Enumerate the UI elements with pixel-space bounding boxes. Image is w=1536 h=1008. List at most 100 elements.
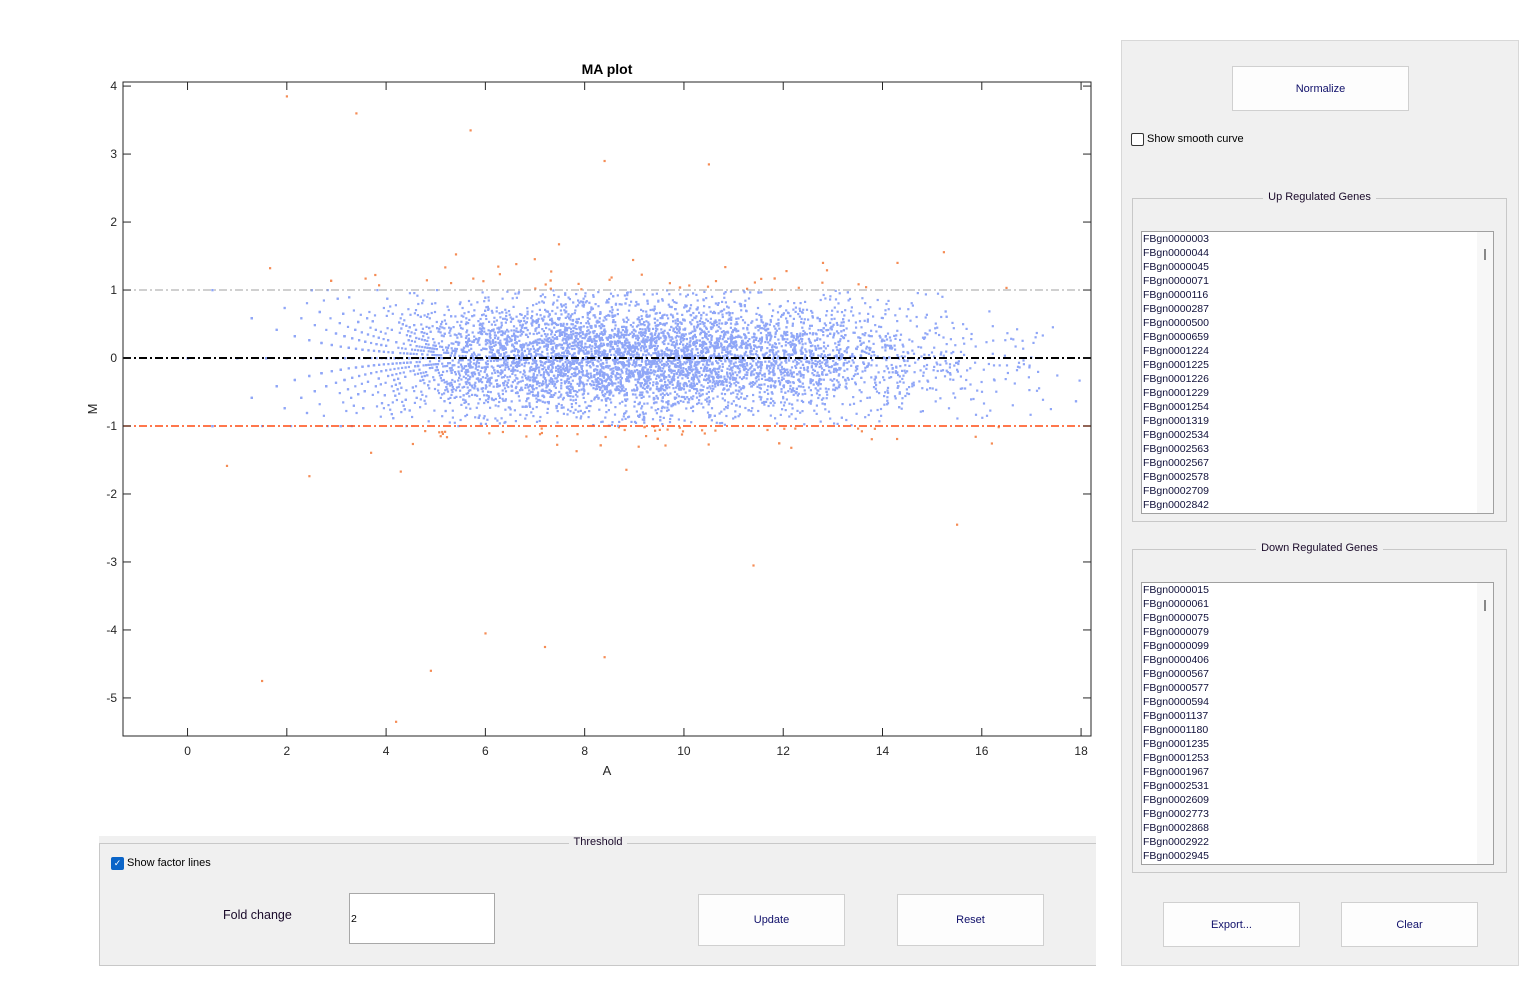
- gene-point: [569, 318, 572, 321]
- gene-point: [735, 365, 738, 368]
- gene-point: [439, 325, 442, 328]
- gene-point: [489, 342, 492, 345]
- gene-point: [689, 321, 692, 324]
- gene-point: [421, 345, 424, 349]
- gene-point: [741, 340, 744, 343]
- gene-point: [680, 336, 683, 339]
- gene-point: [655, 312, 658, 315]
- gene-point: [686, 310, 689, 313]
- gene-point: [538, 308, 541, 311]
- gene-point: [611, 421, 614, 424]
- gene-point: [464, 355, 467, 358]
- gene-point: [483, 366, 486, 369]
- gene-point: [605, 301, 608, 304]
- de-gene-point: [821, 281, 824, 284]
- gene-point: [559, 354, 562, 357]
- gene-point: [599, 332, 602, 335]
- gene-point: [801, 311, 804, 314]
- gene-point: [393, 378, 396, 382]
- gene-point: [717, 340, 721, 343]
- gene-point: [674, 322, 677, 325]
- gene-point: [813, 369, 816, 372]
- gene-point: [655, 401, 658, 404]
- gene-point: [662, 334, 665, 337]
- gene-point: [970, 338, 973, 341]
- gene-point: [506, 361, 509, 364]
- gene-point: [830, 318, 833, 321]
- gene-point: [517, 349, 520, 352]
- gene-point: [489, 347, 492, 350]
- gene-point: [680, 356, 684, 359]
- gene-point: [837, 302, 840, 305]
- gene-point: [460, 320, 463, 323]
- gene-point: [667, 408, 670, 411]
- gene-point: [691, 360, 694, 363]
- gene-point: [836, 422, 839, 425]
- gene-point: [665, 392, 668, 395]
- gene-point: [512, 325, 516, 328]
- gene-point: [825, 310, 829, 313]
- gene-point: [499, 371, 502, 375]
- gene-point: [982, 402, 986, 405]
- gene-point: [532, 380, 535, 383]
- de-gene-point: [703, 432, 706, 435]
- gene-point: [593, 330, 596, 333]
- gene-point: [619, 336, 622, 339]
- gene-point: [754, 377, 757, 380]
- gene-point: [769, 367, 772, 370]
- gene-point: [949, 373, 952, 376]
- gene-point: [693, 355, 696, 358]
- gene-point: [636, 338, 640, 341]
- gene-point: [728, 372, 732, 375]
- gene-point: [732, 417, 735, 420]
- gene-point: [702, 348, 705, 351]
- gene-point: [665, 384, 668, 387]
- gene-point: [1056, 374, 1059, 377]
- gene-point: [566, 385, 569, 388]
- gene-point: [704, 398, 707, 401]
- gene-point: [660, 384, 663, 387]
- gene-point: [743, 397, 746, 400]
- gene-point: [896, 381, 899, 384]
- gene-point: [476, 301, 479, 304]
- gene-point: [634, 330, 637, 333]
- gene-point: [685, 369, 689, 372]
- gene-point: [739, 354, 742, 357]
- gene-point: [290, 425, 293, 428]
- gene-point: [486, 374, 489, 378]
- gene-point: [522, 343, 525, 346]
- gene-point: [779, 369, 782, 372]
- gene-point: [506, 335, 509, 338]
- gene-point: [755, 357, 758, 360]
- gene-point: [790, 413, 793, 416]
- gene-point: [806, 369, 809, 372]
- gene-point: [452, 326, 455, 329]
- gene-point: [625, 321, 628, 324]
- gene-point: [526, 329, 529, 332]
- gene-point: [524, 384, 527, 387]
- gene-point: [458, 303, 461, 306]
- gene-point: [579, 322, 582, 325]
- gene-point: [742, 385, 745, 388]
- gene-point: [456, 341, 459, 344]
- gene-point: [707, 363, 710, 367]
- gene-point: [574, 368, 577, 371]
- gene-point: [749, 347, 753, 350]
- gene-point: [569, 398, 572, 401]
- gene-point: [583, 411, 587, 414]
- gene-point: [1041, 334, 1044, 337]
- gene-point: [825, 358, 829, 361]
- gene-point: [426, 353, 429, 356]
- gene-point: [435, 348, 438, 351]
- gene-point: [804, 348, 807, 351]
- gene-point: [526, 313, 529, 316]
- gene-point: [762, 327, 765, 330]
- gene-point: [461, 327, 464, 330]
- gene-point: [620, 377, 623, 380]
- gene-point: [739, 303, 743, 306]
- gene-point: [574, 408, 577, 411]
- gene-point: [1006, 332, 1009, 335]
- gene-point: [721, 365, 724, 368]
- gene-point: [690, 385, 693, 388]
- gene-point: [835, 355, 838, 358]
